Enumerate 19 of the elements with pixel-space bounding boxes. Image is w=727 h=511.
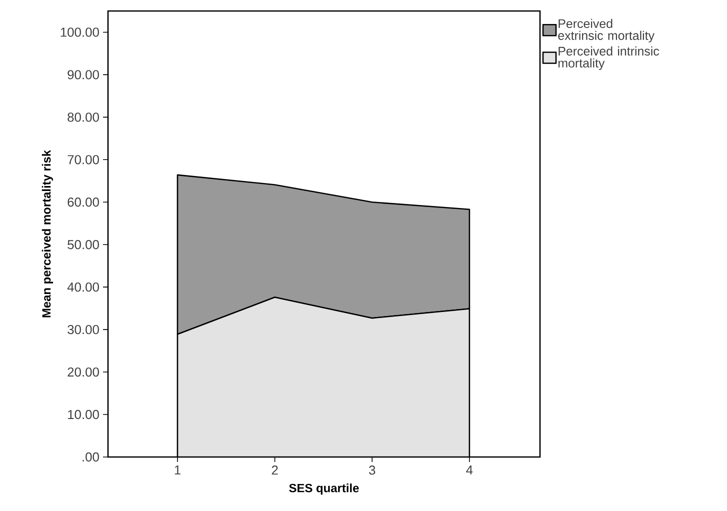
- y-tick-label: 80.00: [68, 112, 99, 122]
- y-tick-label: 60.00: [68, 198, 99, 207]
- y-tick-label: 10.00: [68, 410, 99, 420]
- y-axis-title: Mean perceived mortality risk: [42, 150, 54, 318]
- legend-label: Perceived intrinsic mortality: [558, 46, 660, 70]
- y-tick-label: 50.00: [68, 240, 99, 250]
- y-tick-label: 40.00: [67, 282, 99, 292]
- legend-label: Perceived extrinsic mortality: [558, 18, 654, 42]
- y-tick-label: 70.00: [68, 155, 99, 164]
- y-tick-label: 20.00: [68, 367, 99, 377]
- y-tick-label: 100.00: [60, 28, 99, 37]
- x-axis-title: SES quartile: [289, 484, 359, 495]
- y-tick-label: 30.00: [68, 324, 99, 334]
- y-tick-label: 90.00: [68, 70, 99, 80]
- y-tick-label: .00: [82, 452, 99, 462]
- x-tick-label: 2: [272, 466, 278, 475]
- x-tick-label: 3: [369, 466, 376, 475]
- x-tick-label: 4: [466, 466, 473, 474]
- x-tick-label: 1: [174, 466, 180, 474]
